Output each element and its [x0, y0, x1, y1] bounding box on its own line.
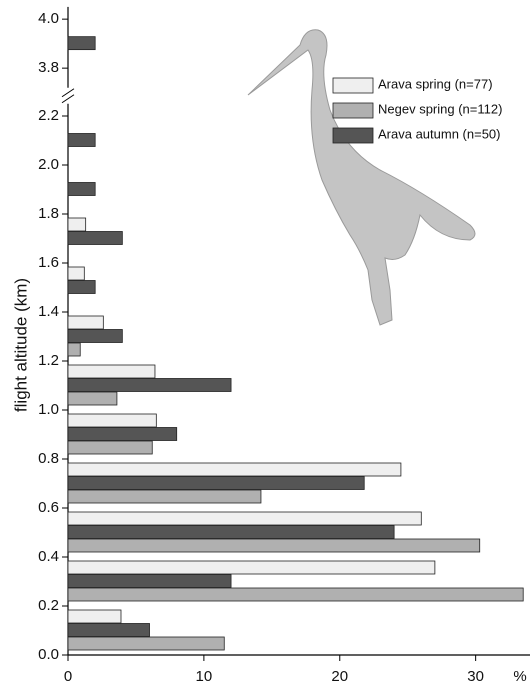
y-tick-label: 1.8	[38, 205, 59, 222]
bar	[67, 427, 178, 441]
y-tick-label: 1.6	[38, 254, 59, 271]
x-tick-label: 10	[196, 668, 213, 685]
stork-illustration	[247, 29, 476, 326]
bar	[67, 440, 153, 455]
legend-label: Negev spring (n=112)	[378, 101, 502, 116]
bar	[67, 511, 422, 526]
bar	[67, 587, 524, 602]
bar	[67, 476, 365, 490]
x-tick-label: 20	[331, 668, 348, 685]
bar	[67, 329, 123, 343]
bar	[67, 413, 157, 428]
bar	[67, 378, 232, 392]
y-tick-label: 0.4	[38, 548, 59, 565]
bar	[67, 391, 118, 406]
bar	[67, 231, 123, 245]
y-tick-label: 1.2	[38, 352, 59, 369]
bar	[67, 217, 87, 232]
legend-swatch	[332, 77, 374, 94]
y-tick-label: 0.2	[38, 597, 59, 614]
legend-swatch	[332, 127, 374, 144]
legend-label: Arava spring (n=77)	[378, 76, 493, 91]
y-tick-label: 4.0	[38, 10, 59, 27]
bar	[67, 315, 104, 330]
bar	[67, 36, 96, 51]
bar	[67, 560, 436, 575]
x-tick-label: 0	[64, 668, 72, 685]
bar	[67, 538, 481, 553]
bar	[67, 364, 156, 379]
bar	[67, 609, 122, 624]
bar	[67, 525, 395, 539]
bar	[67, 133, 96, 147]
legend-swatch	[332, 102, 374, 119]
y-tick-label: 0.8	[38, 450, 59, 467]
y-axis-label: flight altitude (km)	[11, 278, 30, 412]
bar	[67, 280, 96, 294]
bar	[67, 266, 85, 281]
bar	[67, 636, 225, 651]
bar	[67, 182, 96, 196]
y-tick-label: 1.0	[38, 401, 59, 418]
y-tick-label: 0.6	[38, 499, 59, 516]
y-tick-label: 0.0	[38, 646, 59, 663]
y-tick-label: 2.2	[38, 107, 59, 124]
bar	[67, 342, 81, 357]
y-tick-label: 1.4	[38, 303, 59, 320]
x-tick-label: 30	[467, 668, 484, 685]
legend-label: Arava autumn (n=50)	[378, 126, 500, 141]
x-axis-label: %	[513, 668, 526, 685]
axis-break	[61, 94, 75, 104]
bar	[67, 462, 402, 477]
bar	[67, 489, 262, 504]
y-tick-label: 2.0	[38, 156, 59, 173]
bar	[67, 623, 150, 637]
y-tick-label: 3.8	[38, 59, 59, 76]
bar	[67, 574, 232, 588]
axis-break	[61, 88, 75, 98]
